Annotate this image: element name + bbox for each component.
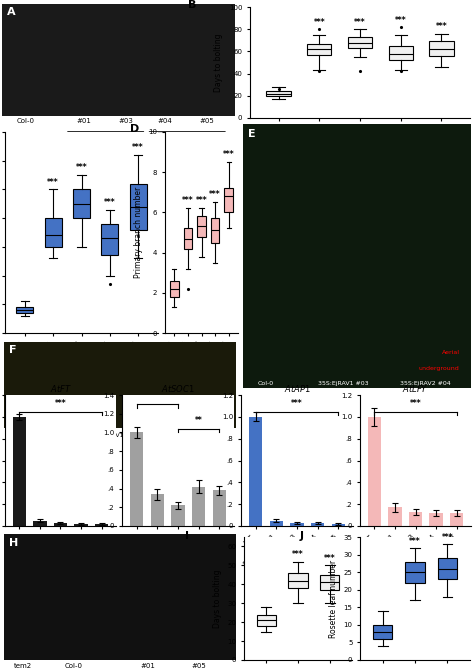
Bar: [290, 523, 304, 526]
Bar: [74, 524, 88, 526]
Text: #04: #04: [158, 118, 173, 124]
Text: ***: ***: [76, 163, 87, 172]
Text: I: I: [184, 531, 189, 541]
Bar: [130, 432, 143, 526]
PathPatch shape: [198, 216, 206, 236]
Bar: [450, 513, 463, 526]
Text: ***: ***: [409, 537, 421, 546]
PathPatch shape: [211, 218, 219, 242]
Y-axis label: Rosette leaf number: Rosette leaf number: [329, 559, 338, 637]
Text: Col-0: Col-0: [64, 663, 82, 668]
Text: ***: ***: [132, 143, 144, 152]
Bar: [388, 508, 401, 526]
Y-axis label: Days to bolting: Days to bolting: [214, 33, 223, 92]
Text: D: D: [130, 124, 139, 134]
PathPatch shape: [373, 625, 392, 639]
Text: ***: ***: [55, 399, 66, 408]
PathPatch shape: [171, 281, 179, 297]
Text: B: B: [188, 1, 197, 10]
Bar: [249, 417, 262, 526]
Text: ***: ***: [223, 150, 234, 159]
Y-axis label: Primary branch number: Primary branch number: [134, 187, 143, 278]
Text: #03: #03: [118, 118, 133, 124]
Text: ***: ***: [209, 190, 221, 199]
Text: 35S:EjRAV2 #04: 35S:EjRAV2 #04: [166, 433, 217, 438]
Title: $\it{AtLFY}$: $\it{AtLFY}$: [402, 383, 429, 394]
Text: 35S:EjRAV2 #04: 35S:EjRAV2 #04: [400, 381, 451, 386]
PathPatch shape: [320, 575, 339, 590]
Title: $\it{AtAP1}$: $\it{AtAP1}$: [283, 383, 310, 394]
Bar: [311, 523, 325, 526]
Bar: [95, 524, 108, 526]
Bar: [332, 524, 345, 526]
Text: ***: ***: [47, 178, 59, 186]
Text: ***: ***: [313, 18, 325, 27]
PathPatch shape: [16, 307, 33, 313]
PathPatch shape: [429, 41, 454, 56]
Bar: [368, 417, 381, 526]
Bar: [409, 512, 422, 526]
Text: ***: ***: [324, 554, 336, 562]
Text: ***: ***: [182, 196, 194, 205]
Text: ***: ***: [196, 196, 207, 205]
Text: underground: underground: [419, 365, 460, 371]
PathPatch shape: [73, 190, 90, 218]
Title: $\it{AtFT}$: $\it{AtFT}$: [49, 383, 72, 394]
Text: 35S:EjRAV1: 35S:EjRAV1: [86, 134, 126, 140]
Bar: [13, 417, 26, 526]
Text: 35S:EjRAV2: 35S:EjRAV2: [167, 134, 207, 140]
Bar: [429, 513, 443, 526]
Bar: [213, 490, 226, 526]
Text: H: H: [9, 538, 18, 548]
Text: 35S:EjRAV1 #03: 35S:EjRAV1 #03: [88, 433, 138, 438]
Text: ***: ***: [104, 198, 116, 206]
PathPatch shape: [266, 92, 291, 96]
PathPatch shape: [348, 37, 372, 48]
Text: ***: ***: [291, 399, 303, 408]
Text: Col-0: Col-0: [28, 433, 45, 438]
PathPatch shape: [405, 562, 425, 582]
PathPatch shape: [130, 184, 146, 230]
PathPatch shape: [45, 218, 62, 247]
Text: ***: ***: [442, 533, 453, 542]
Bar: [33, 520, 46, 526]
Bar: [54, 523, 67, 526]
Text: Aerial: Aerial: [442, 349, 460, 355]
PathPatch shape: [101, 224, 118, 255]
Title: $\it{AtSOC1}$: $\it{AtSOC1}$: [161, 383, 195, 394]
Text: ***: ***: [354, 18, 366, 27]
Bar: [192, 487, 206, 526]
Bar: [270, 520, 283, 526]
Text: Col-0: Col-0: [258, 381, 274, 386]
Text: ***: ***: [410, 399, 421, 408]
Text: ***: ***: [292, 550, 304, 558]
Text: #01: #01: [76, 118, 91, 124]
PathPatch shape: [389, 46, 413, 60]
Y-axis label: Days to bolting: Days to bolting: [213, 569, 222, 628]
Text: ***: ***: [436, 23, 447, 31]
Text: #01: #01: [140, 663, 155, 668]
Text: #05: #05: [200, 118, 214, 124]
Bar: [171, 506, 185, 526]
Text: 35S:EjRAV1 #03: 35S:EjRAV1 #03: [318, 381, 369, 386]
Text: **: **: [195, 416, 202, 425]
PathPatch shape: [438, 558, 457, 579]
Text: #05: #05: [191, 663, 206, 668]
PathPatch shape: [257, 615, 276, 626]
PathPatch shape: [307, 43, 331, 55]
PathPatch shape: [289, 573, 308, 588]
Text: E: E: [247, 130, 255, 140]
PathPatch shape: [225, 188, 233, 212]
Bar: [151, 494, 164, 526]
Text: Col-0: Col-0: [16, 118, 34, 124]
PathPatch shape: [184, 228, 192, 248]
Text: F: F: [9, 345, 16, 355]
Text: tem2: tem2: [13, 663, 32, 668]
Text: A: A: [7, 7, 15, 17]
Text: ***: ***: [395, 16, 407, 25]
Text: J: J: [300, 531, 303, 541]
